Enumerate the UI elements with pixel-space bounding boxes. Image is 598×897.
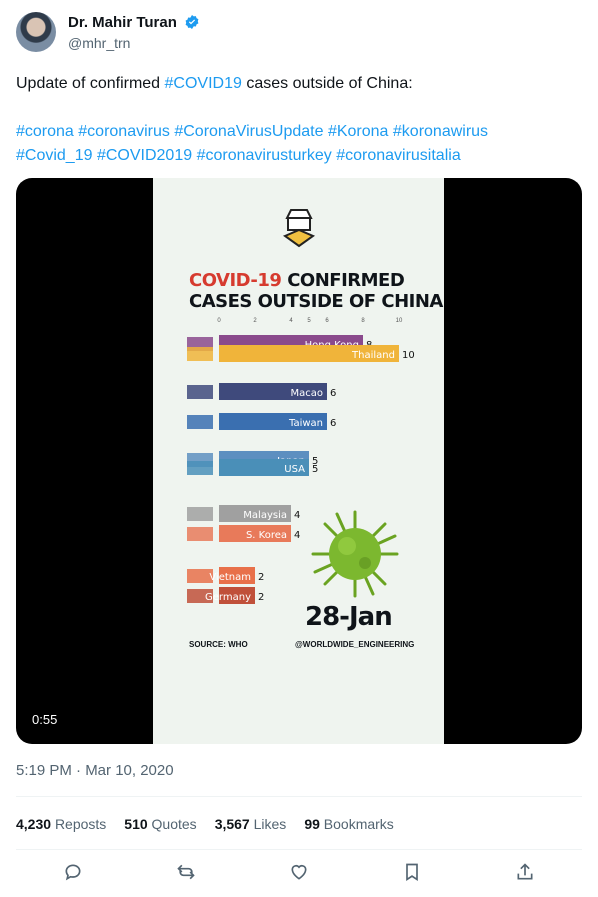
country-flag-icon	[187, 569, 213, 583]
tweet-text: Update of confirmed #COVID19 cases outsi…	[16, 72, 582, 168]
bookmark-button[interactable]	[400, 860, 424, 884]
bar	[219, 459, 309, 476]
reposts-stat[interactable]: 4,230 Reposts	[16, 816, 107, 832]
bar-value-label: 2	[258, 592, 264, 603]
bar-chart: 02456810Hong Kong8Thailand10Macao6Taiwan…	[187, 318, 415, 604]
country-flag-icon	[187, 461, 213, 475]
author-name[interactable]: Dr. Mahir Turan	[68, 14, 200, 31]
like-icon	[291, 864, 307, 880]
hashtag-link[interactable]: #coronavirusturkey	[196, 147, 332, 164]
quotes-stat[interactable]: 510 Quotes	[124, 816, 197, 832]
x-tick-label: 2	[253, 318, 257, 324]
bar-value-label: 4	[294, 510, 300, 521]
verified-icon	[185, 15, 199, 29]
hashtag-link[interactable]: #Covid_19	[16, 147, 93, 164]
country-flag-icon	[187, 347, 213, 361]
bookmarks-stat[interactable]: 99 Bookmarks	[304, 816, 394, 832]
hashtag-link[interactable]: #Korona	[327, 123, 389, 140]
bar	[219, 345, 399, 362]
action-bar	[16, 860, 582, 884]
reply-button[interactable]	[61, 860, 85, 884]
country-flag-icon	[187, 589, 213, 603]
x-tick-label: 8	[361, 318, 365, 324]
bar-label: Taiwan	[288, 418, 323, 429]
chart-date: 28-Jan	[305, 602, 393, 632]
chart-source: SOURCE: WHO	[189, 640, 248, 649]
bookmark-icon	[406, 863, 418, 882]
bar-label: Vietnam	[209, 572, 251, 583]
divider	[16, 849, 582, 850]
hashtag-link[interactable]: #coronavirus	[78, 123, 170, 140]
tweet-line-1: Update of confirmed #COVID19 cases outsi…	[16, 75, 413, 92]
author-handle[interactable]: @mhr_trn	[68, 35, 131, 51]
chart-title: COVID-19 CONFIRMED CASES OUTSIDE OF CHIN…	[189, 270, 443, 312]
bar-label: S. Korea	[246, 530, 287, 541]
reply-icon	[65, 864, 81, 881]
bar-value-label: 2	[258, 572, 264, 583]
engineering-logo-icon	[282, 209, 316, 248]
like-button[interactable]	[287, 860, 311, 884]
country-flag-icon	[187, 415, 213, 429]
virus-icon	[311, 510, 399, 598]
hashtag-link[interactable]: #coronavirusitalia	[336, 147, 461, 164]
bar	[219, 505, 291, 522]
hashtag-row-1: #corona #coronavirus #CoronaVirusUpdate …	[16, 120, 582, 144]
share-button[interactable]	[513, 860, 537, 884]
divider	[16, 796, 582, 797]
tweet-timestamp[interactable]: 5:19 PM · Mar 10, 2020	[16, 762, 174, 779]
hashtag-link[interactable]: #COVID2019	[96, 147, 193, 164]
bar-value-label: 5	[312, 464, 318, 475]
bar	[219, 383, 327, 400]
bar-label: Germany	[205, 592, 251, 603]
country-flag-icon	[187, 527, 213, 541]
hashtag-link[interactable]: #corona	[16, 123, 74, 140]
country-flag-icon	[187, 507, 213, 521]
video-duration: 0:55	[32, 712, 58, 727]
bar-value-label: 10	[402, 350, 415, 361]
bar	[219, 413, 327, 430]
bar-label: Macao	[291, 388, 324, 399]
repost-button[interactable]	[174, 860, 198, 884]
x-tick-label: 0	[217, 318, 221, 324]
hashtag-link[interactable]: #COVID19	[164, 75, 242, 92]
x-tick-label: 6	[325, 318, 329, 324]
video-player[interactable]: COVID-19 CONFIRMED CASES OUTSIDE OF CHIN…	[16, 178, 582, 744]
repost-icon	[177, 864, 195, 880]
bar	[219, 525, 291, 542]
likes-stat[interactable]: 3,567 Likes	[214, 816, 287, 832]
x-tick-label: 4	[289, 318, 293, 324]
bar	[219, 587, 255, 604]
bar-value-label: 6	[330, 388, 336, 399]
avatar[interactable]	[16, 12, 56, 52]
hashtag-link[interactable]: #koronawirus	[392, 123, 489, 140]
chart-credit: @WORLDWIDE_ENGINEERING	[295, 640, 415, 649]
share-icon	[517, 863, 533, 880]
bar-value-label: 5	[312, 456, 318, 467]
bar-label: Thailand	[351, 350, 395, 361]
video-frame: COVID-19 CONFIRMED CASES OUTSIDE OF CHIN…	[153, 178, 444, 744]
bar-label: USA	[284, 464, 305, 475]
bar	[219, 567, 255, 584]
bar-label: Malaysia	[243, 510, 287, 521]
bar-value-label: 4	[294, 530, 300, 541]
hashtag-row-2: #Covid_19 #COVID2019 #coronavirusturkey …	[16, 144, 582, 168]
country-flag-icon	[187, 385, 213, 399]
hashtag-link[interactable]: #CoronaVirusUpdate	[174, 123, 324, 140]
x-tick-label: 10	[396, 318, 403, 324]
engagement-stats: 4,230 Reposts 510 Quotes 3,567 Likes 99 …	[16, 816, 394, 832]
bar-value-label: 6	[330, 418, 336, 429]
x-tick-label: 5	[307, 318, 311, 324]
